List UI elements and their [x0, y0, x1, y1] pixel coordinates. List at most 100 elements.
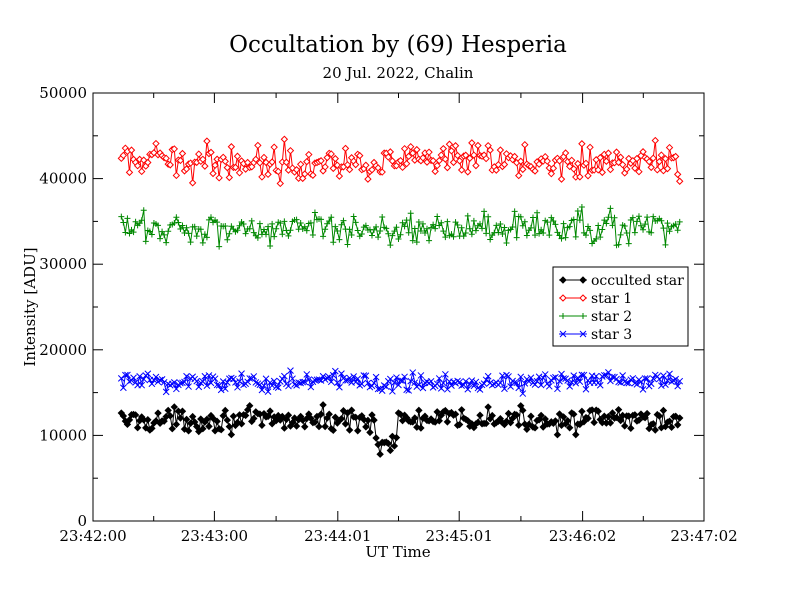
data-point [539, 374, 547, 382]
data-point [144, 370, 152, 378]
data-point [395, 235, 402, 242]
data-point [372, 434, 380, 442]
data-point [549, 164, 558, 173]
data-point [352, 378, 360, 386]
data-point [172, 171, 181, 180]
data-point [674, 227, 681, 234]
data-point [317, 377, 325, 384]
data-point [386, 446, 395, 455]
data-point [269, 220, 276, 227]
data-point [534, 209, 541, 216]
data-point [319, 401, 327, 409]
data-point [221, 406, 229, 415]
data-point [629, 374, 637, 382]
data-point [342, 377, 349, 384]
data-point [325, 410, 333, 418]
chart-subtitle: 20 Jul. 2022, Chalin [323, 64, 474, 82]
data-point [570, 216, 577, 223]
data-point [136, 373, 144, 380]
x-tick-label: 23:47:02 [670, 527, 737, 545]
data-point [170, 145, 179, 153]
data-point [188, 179, 197, 187]
data-point [256, 220, 263, 227]
data-point [585, 223, 592, 230]
data-point [211, 161, 219, 169]
data-point [633, 218, 640, 225]
data-point [368, 166, 376, 174]
data-point [521, 218, 528, 225]
data-point [360, 372, 368, 379]
data-point [265, 223, 272, 230]
data-point [250, 229, 257, 236]
data-point [664, 220, 671, 227]
data-point [254, 380, 262, 388]
data-point [140, 207, 147, 214]
data-point [451, 410, 460, 418]
data-point [511, 208, 518, 215]
data-point [497, 379, 504, 387]
data-point [470, 382, 478, 390]
data-point [631, 229, 638, 236]
data-point [658, 217, 665, 224]
data-point [443, 418, 452, 426]
data-point [397, 231, 404, 238]
data-point [550, 374, 557, 382]
data-point [482, 154, 490, 163]
data-point [631, 379, 639, 387]
data-point [209, 169, 217, 178]
data-point [409, 369, 417, 376]
data-point [399, 377, 406, 385]
data-point [263, 231, 270, 238]
data-point [184, 427, 193, 435]
data-point [578, 407, 586, 416]
data-point [195, 150, 203, 158]
data-point [399, 219, 406, 226]
data-point [330, 239, 337, 246]
data-point [672, 375, 679, 383]
data-point [597, 234, 604, 241]
data-point [154, 409, 162, 417]
data-point [313, 376, 321, 384]
data-point [354, 375, 362, 383]
data-point [535, 373, 543, 381]
data-point [382, 383, 390, 391]
data-point [266, 407, 274, 415]
data-point [297, 379, 305, 387]
data-point [578, 140, 586, 148]
y-tick-label: 10000 [39, 426, 87, 444]
data-point [472, 227, 479, 234]
data-point [358, 231, 365, 238]
data-point [364, 175, 372, 183]
data-point [203, 382, 211, 389]
data-point [625, 240, 632, 247]
data-point [398, 416, 407, 425]
data-point [388, 157, 397, 165]
data-point [138, 381, 146, 389]
data-point [513, 234, 520, 241]
data-point [175, 219, 182, 226]
data-point [445, 140, 454, 148]
data-point [243, 158, 252, 167]
data-point [284, 411, 293, 419]
data-point [509, 223, 516, 230]
data-point [494, 160, 503, 169]
data-point [199, 239, 206, 246]
data-point [188, 412, 197, 421]
legend-swatch-marker [579, 276, 587, 284]
data-point [176, 414, 185, 422]
data-point [655, 157, 664, 166]
data-point [311, 418, 319, 426]
data-point [240, 221, 247, 228]
data-point [180, 425, 189, 433]
data-point [403, 386, 410, 394]
data-point [170, 403, 179, 411]
data-point [596, 381, 604, 389]
data-point [502, 417, 511, 425]
data-point [201, 162, 209, 170]
data-point [238, 370, 245, 377]
data-point [432, 225, 439, 232]
data-point [525, 420, 533, 429]
data-point [201, 231, 208, 238]
data-point [301, 170, 309, 178]
data-point [561, 149, 570, 157]
